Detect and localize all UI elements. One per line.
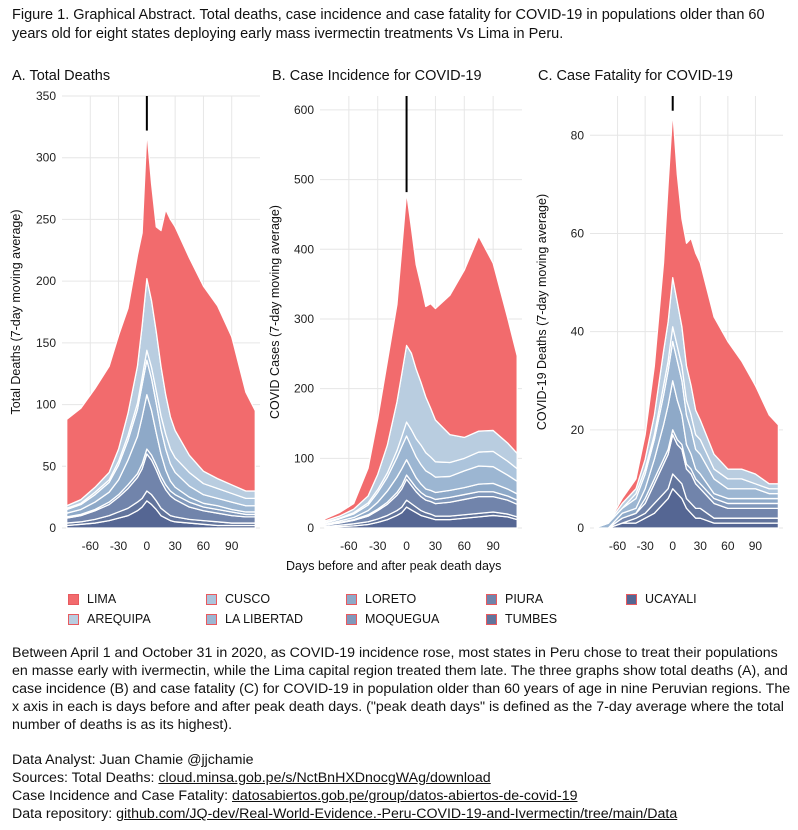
panel-b-x-tick-label: -30 bbox=[369, 539, 387, 553]
credits: Data Analyst: Juan Chamie @jjchamie Sour… bbox=[12, 751, 792, 823]
panel-c-x-tick-label: 30 bbox=[694, 539, 708, 553]
panel-c-y-tick-label: 0 bbox=[577, 521, 584, 535]
panel-c-y-tick-label: 60 bbox=[571, 226, 585, 240]
figure-caption: Figure 1. Graphical Abstract. Total deat… bbox=[12, 7, 765, 42]
legend-item-piura: PIURA bbox=[486, 592, 543, 606]
legend-label: LIMA bbox=[87, 592, 117, 606]
legend-swatch bbox=[486, 593, 497, 605]
panel-b-area-lima bbox=[324, 191, 518, 522]
panel-c-title: C. Case Fatality for COVID-19 bbox=[538, 68, 733, 84]
panel-a-y-tick-label: 350 bbox=[36, 89, 56, 103]
panel-b-y-tick-label: 500 bbox=[294, 173, 314, 187]
panel-c-y-tick-label: 80 bbox=[571, 128, 585, 142]
panel-b-x-tick-label: 60 bbox=[458, 539, 472, 553]
panel-a-x-tick-label: -60 bbox=[82, 539, 100, 553]
panel-a-y-tick-label: 200 bbox=[36, 274, 56, 288]
panel-b-x-tick-label: 0 bbox=[403, 539, 410, 553]
panel-a-y-tick-label: 300 bbox=[36, 151, 56, 165]
legend-label: AREQUIPA bbox=[87, 612, 151, 626]
legend-swatch bbox=[486, 613, 497, 625]
panel-c-y-tick-label: 40 bbox=[571, 325, 585, 339]
cases-line: Case Incidence and Case Fatality: datosa… bbox=[12, 788, 578, 804]
legend-item-cusco: CUSCO bbox=[206, 592, 270, 606]
panel-c-x-tick-label: -60 bbox=[609, 539, 627, 553]
panel-a-x-tick-label: -30 bbox=[110, 539, 128, 553]
panel-c-y-axis-label: COVID-19 Deaths (7-day moving average) bbox=[535, 194, 549, 430]
legend-swatch bbox=[346, 613, 357, 625]
panel-b-x-tick-label: 30 bbox=[429, 539, 443, 553]
panel-c-x-tick-label: 0 bbox=[669, 539, 676, 553]
panel-a-x-tick-label: 0 bbox=[144, 539, 151, 553]
panel-b-y-tick-label: 600 bbox=[294, 103, 314, 117]
panel-a-y-tick-label: 250 bbox=[36, 212, 56, 226]
panel-b-y-axis-label: COVID Cases (7-day moving average) bbox=[268, 205, 282, 419]
legend-swatch bbox=[626, 593, 637, 605]
panel-b-y-tick-label: 100 bbox=[294, 451, 314, 465]
panel-c-x-tick-label: -30 bbox=[636, 539, 654, 553]
legend-label: MOQUEGUA bbox=[365, 612, 440, 626]
legend-item-moquegua: MOQUEGUA bbox=[346, 612, 439, 626]
legend: LIMA CUSCO LORETO PIURA UCAYALI AREQUIPA LA LI… bbox=[68, 592, 788, 636]
legend-item-tumbes: TUMBES bbox=[486, 612, 557, 626]
legend-label: UCAYALI bbox=[645, 592, 697, 606]
legend-swatch bbox=[68, 613, 79, 625]
panel-b-x-tick-label: -60 bbox=[340, 539, 358, 553]
sources-line: Sources: Total Deaths: cloud.minsa.gob.p… bbox=[12, 770, 491, 786]
legend-item-la-libertad: LA LIBERTAD bbox=[206, 612, 303, 626]
repo-line: Data repository: github.com/JQ-dev/Real-… bbox=[12, 806, 678, 822]
panel-a-x-tick-label: 30 bbox=[168, 539, 182, 553]
panel-a-y-tick-label: 150 bbox=[36, 336, 56, 350]
legend-swatch bbox=[206, 613, 217, 625]
panel-a-x-tick-label: 90 bbox=[225, 539, 239, 553]
panel-a-area-lima bbox=[66, 129, 256, 507]
panel-b-title: B. Case Incidence for COVID-19 bbox=[272, 68, 482, 84]
sources-link[interactable]: cloud.minsa.gob.pe/s/NctBnHXDnocgWAg/dow… bbox=[158, 770, 491, 786]
panel-b-y-tick-label: 300 bbox=[294, 312, 314, 326]
legend-label: LA LIBERTAD bbox=[225, 612, 304, 626]
description: Between April 1 and October 31 in 2020, … bbox=[12, 645, 791, 733]
panel-a-y-tick-label: 50 bbox=[43, 459, 57, 473]
legend-item-ucayali: UCAYALI bbox=[626, 592, 697, 606]
panel-a-title: A. Total Deaths bbox=[12, 68, 111, 84]
legend-swatch bbox=[68, 593, 79, 605]
legend-item-arequipa: AREQUIPA bbox=[68, 612, 151, 626]
panel-b-y-tick-label: 0 bbox=[307, 521, 314, 535]
legend-item-lima: LIMA bbox=[68, 592, 116, 606]
x-axis-label: Days before and after peak death days bbox=[286, 559, 502, 573]
cases-link[interactable]: datosabiertos.gob.pe/group/datos-abierto… bbox=[232, 788, 578, 804]
panel-a-x-tick-label: 60 bbox=[197, 539, 211, 553]
panel-c-x-tick-label: 90 bbox=[749, 539, 763, 553]
legend-label: LORETO bbox=[365, 592, 417, 606]
legend-swatch bbox=[206, 593, 217, 605]
legend-label: PIURA bbox=[505, 592, 544, 606]
legend-label: TUMBES bbox=[505, 612, 558, 626]
legend-label: CUSCO bbox=[225, 592, 271, 606]
panel-b-y-tick-label: 200 bbox=[294, 382, 314, 396]
panel-a-y-axis-label: Total Deaths (7-day moving average) bbox=[9, 210, 23, 415]
legend-item-loreto: LORETO bbox=[346, 592, 416, 606]
panel-b-x-tick-label: 90 bbox=[486, 539, 500, 553]
analyst-credit: Data Analyst: Juan Chamie @jjchamie bbox=[12, 752, 254, 768]
panel-a-y-tick-label: 0 bbox=[49, 521, 56, 535]
panel-c-y-tick-label: 20 bbox=[571, 423, 585, 437]
panel-c-x-tick-label: 60 bbox=[721, 539, 735, 553]
repo-link[interactable]: github.com/JQ-dev/Real-World-Evidence.-P… bbox=[116, 806, 678, 822]
panel-a-y-tick-label: 100 bbox=[36, 398, 56, 412]
panel-b-y-tick-label: 400 bbox=[294, 242, 314, 256]
legend-swatch bbox=[346, 593, 357, 605]
panel-c-area-lima bbox=[593, 110, 780, 529]
